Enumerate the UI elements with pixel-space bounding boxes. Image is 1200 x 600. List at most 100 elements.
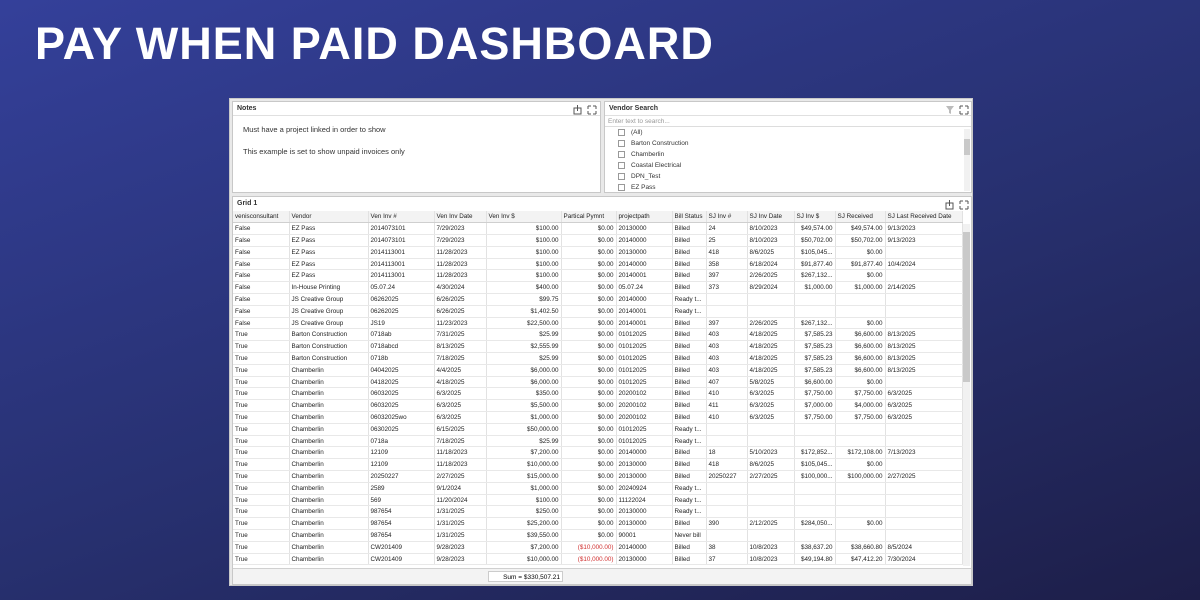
grid-cell: $100.00 xyxy=(486,269,562,283)
grid-cell: 1/31/2025 xyxy=(434,517,487,531)
vendor-name: (All) xyxy=(631,129,643,136)
grid-cell: $5,500.00 xyxy=(486,399,562,413)
grid-cell xyxy=(747,505,795,519)
grid-cell: $0.00 xyxy=(561,376,617,389)
grid-cell: 8/13/2025 xyxy=(885,340,963,354)
grid-cell: $100.00 xyxy=(486,494,562,507)
vendor-option[interactable]: DPN_Test xyxy=(605,171,971,182)
panel-icons[interactable] xyxy=(945,105,969,115)
grid-cell: $1,000.00 xyxy=(794,281,836,295)
column-header: Ven Inv Date xyxy=(434,211,487,224)
vendor-option[interactable]: EZ Pass xyxy=(605,182,971,192)
grid-cell: 0718abcd xyxy=(368,340,435,354)
grid-cell xyxy=(706,423,748,436)
grid-cell xyxy=(885,517,963,531)
grid-cell: $7,585.23 xyxy=(794,352,836,365)
grid-cell: 20250227 xyxy=(368,470,435,483)
grid-cell: 20140001 xyxy=(616,305,673,318)
grid-cell: 8/10/2023 xyxy=(747,234,795,247)
grid-cell: 11/28/2023 xyxy=(434,258,487,271)
grid-cell: $10,000.00 xyxy=(486,553,562,566)
grid-cell: 6/3/2025 xyxy=(747,399,795,413)
grid-cell xyxy=(885,505,963,519)
grid-cell: Barton Construction xyxy=(289,352,369,365)
grid-row: True Chamberlin 987654 1/31/2025 $25,200.00 $… xyxy=(233,517,963,531)
grid-cell: 20240924 xyxy=(616,482,673,495)
grid-row: False JS Creative Group JS19 11/23/2023 $22,… xyxy=(233,317,963,330)
grid-cell: 12109 xyxy=(368,446,435,460)
grid-cell: 05.07.24 xyxy=(616,281,673,295)
grid-cell xyxy=(794,494,836,507)
grid-cell xyxy=(747,305,795,318)
vendor-option[interactable]: (All) xyxy=(605,127,971,138)
vendor-option[interactable]: Barton Construction xyxy=(605,138,971,149)
grid-cell: 20130000 xyxy=(616,505,673,519)
grid-cell: 4/4/2025 xyxy=(434,364,487,377)
grid-cell: 20200102 xyxy=(616,387,673,401)
grid-cell: False xyxy=(233,258,290,271)
grid-cell: $0.00 xyxy=(561,340,617,354)
grid-cell: $0.00 xyxy=(561,435,617,448)
grid-cell: $172,108.00 xyxy=(835,446,886,460)
grid-cell: $100.00 xyxy=(486,246,562,259)
grid-cell: $0.00 xyxy=(561,505,617,519)
grid-cell: 4/18/2025 xyxy=(434,376,487,389)
grid-cell: 987654 xyxy=(368,517,435,531)
grid-cell xyxy=(885,458,963,472)
grid-cell xyxy=(885,246,963,259)
grid-cell: 20250227 xyxy=(706,470,748,483)
grid-cell: 2014113001 xyxy=(368,246,435,259)
vendor-option[interactable]: Chamberlin xyxy=(605,149,971,160)
grid-cell: EZ Pass xyxy=(289,258,369,271)
grid-cell: 8/6/2025 xyxy=(747,458,795,472)
grid-cell: $39,550.00 xyxy=(486,529,562,542)
grid-cell: 403 xyxy=(706,328,748,342)
vendor-name: DPN_Test xyxy=(631,173,661,180)
grid-cell: 410 xyxy=(706,411,748,424)
grid-cell: 0718b xyxy=(368,352,435,365)
grid-cell: 6/3/2025 xyxy=(434,387,487,401)
grid-cell: $25.99 xyxy=(486,435,562,448)
grid-cell: 01012025 xyxy=(616,352,673,365)
grid-cell: 2014113001 xyxy=(368,269,435,283)
grid-cell: 11/28/2023 xyxy=(434,269,487,283)
grid-cell: $0.00 xyxy=(835,269,886,283)
grid-cell: True xyxy=(233,352,290,365)
grid-cell: $0.00 xyxy=(561,234,617,247)
grid-cell: Chamberlin xyxy=(289,399,369,413)
vendor-name: Chamberlin xyxy=(631,151,665,158)
grid-row: True Chamberlin 04042025 4/4/2025 $6,000.00 $… xyxy=(233,364,963,377)
panel-icons[interactable] xyxy=(573,105,597,115)
grid-cell xyxy=(747,435,795,448)
panel-icons[interactable] xyxy=(945,200,969,210)
grid-cell: 2/14/2025 xyxy=(885,281,963,295)
grid-cell xyxy=(885,293,963,306)
grid-cell: 20130000 xyxy=(616,470,673,483)
grid-cell: $1,402.50 xyxy=(486,305,562,318)
grid-cell: 12109 xyxy=(368,458,435,472)
grid-cell: 6/3/2025 xyxy=(747,411,795,424)
search-input[interactable]: Enter text to search... xyxy=(605,116,971,127)
grid-table: venisconsultant Vendor Ven Inv # Ven Inv Da… xyxy=(233,211,963,566)
grid-row: True Chamberlin 12109 11/18/2023 $7,200.00 $0… xyxy=(233,446,963,460)
grid-cell: Barton Construction xyxy=(289,328,369,342)
vendor-option[interactable]: Coastal Electrical xyxy=(605,160,971,171)
grid-cell: $105,045... xyxy=(794,246,836,259)
grid-cell: True xyxy=(233,399,290,413)
grid-row: False EZ Pass 2014113001 11/28/2023 $100.00 $… xyxy=(233,269,963,283)
grid-cell: $6,600.00 xyxy=(794,376,836,389)
dashboard: Notes Must have a project linked in orde… xyxy=(229,98,973,586)
grid-cell: $100,000... xyxy=(794,470,836,483)
grid-cell: False xyxy=(233,222,290,236)
grid-cell: 7/30/2024 xyxy=(885,553,963,566)
vendor-name: EZ Pass xyxy=(631,184,656,191)
grid-cell: Billed xyxy=(672,352,707,365)
grid-cell: 10/8/2023 xyxy=(747,541,795,554)
grid-cell: $99.75 xyxy=(486,293,562,306)
grid-cell: $49,574.00 xyxy=(835,222,886,236)
grid-cell: 5/8/2025 xyxy=(747,376,795,389)
grid-cell: $400.00 xyxy=(486,281,562,295)
grid-cell: 397 xyxy=(706,317,748,330)
grid-cell: In-House Printing xyxy=(289,281,369,295)
